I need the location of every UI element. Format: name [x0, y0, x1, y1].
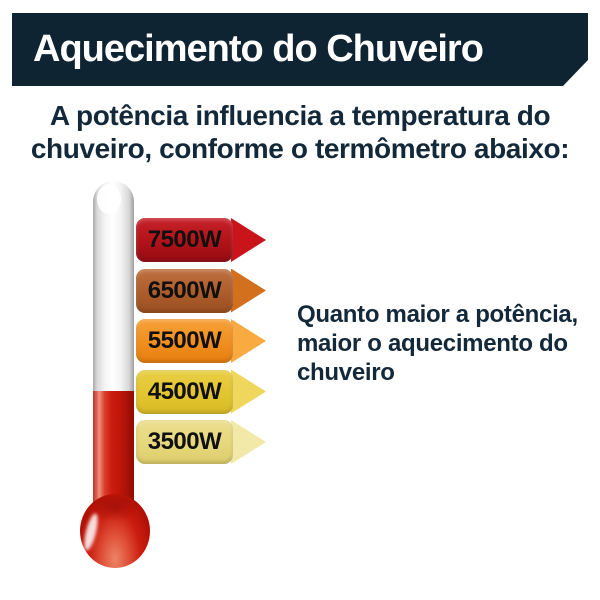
power-level-bar: 4500W [136, 369, 233, 414]
power-level-label: 5500W [147, 327, 222, 354]
power-level-bar: 7500W [136, 218, 233, 262]
arrow-right-icon [231, 319, 266, 363]
power-level-label: 7500W [147, 226, 222, 253]
arrow-right-icon [231, 420, 266, 464]
arrow-right-icon [231, 268, 266, 313]
subtitle: A potência influencia a temperatura do c… [30, 100, 570, 164]
thermometer-bulb [80, 494, 150, 568]
power-level-bar: 3500W [136, 420, 233, 464]
power-level-bar: 6500W [136, 268, 233, 313]
side-note: Quanto maior a potência, maior o aquecim… [297, 301, 578, 386]
power-level-6500w: 6500W [136, 268, 266, 313]
power-level-label: 4500W [147, 377, 222, 405]
arrow-right-icon [231, 218, 266, 262]
title-banner: Aquecimento do Chuveiro [12, 13, 588, 86]
power-level-list: 7500W 6500W 5500W 4500W 3500W [136, 218, 266, 471]
power-level-4500w: 4500W [136, 369, 266, 414]
power-level-label: 3500W [147, 428, 222, 455]
power-level-7500w: 7500W [136, 218, 266, 262]
power-level-3500w: 3500W [136, 420, 266, 464]
power-level-label: 6500W [147, 276, 222, 304]
page-title: Aquecimento do Chuveiro [33, 28, 484, 70]
arrow-right-icon [231, 369, 266, 414]
power-level-bar: 5500W [136, 319, 233, 363]
power-level-5500w: 5500W [136, 319, 266, 363]
